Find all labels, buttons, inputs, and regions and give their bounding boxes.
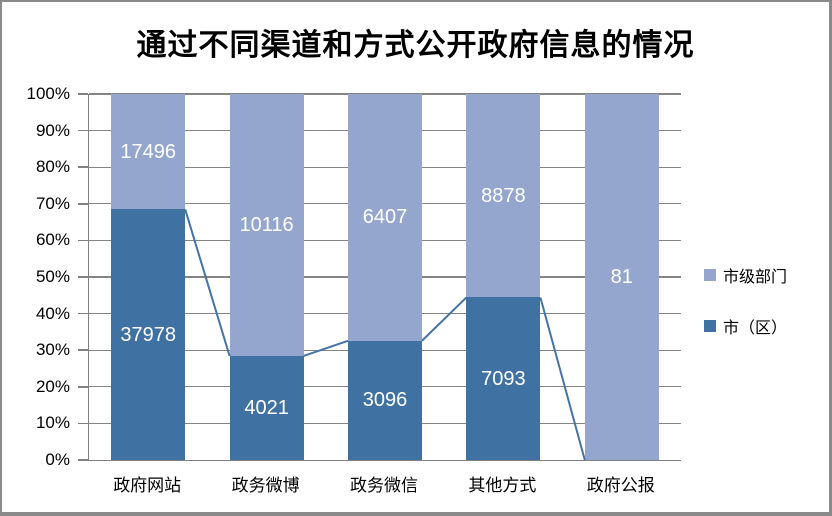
stacked-bar-5: 81: [584, 94, 659, 460]
data-label: 7093: [481, 367, 526, 390]
y-axis-tick-mark: [78, 166, 88, 168]
bar-segment-city-district: 37978: [111, 209, 186, 460]
bar-slot: 81: [563, 94, 681, 460]
bar-segment-city-district: 4021: [229, 355, 304, 460]
bar-segment-city-district: 3096: [347, 340, 422, 460]
bar-segment-municipal-departments: 6407: [347, 94, 422, 341]
category-label: 政府公报: [586, 476, 655, 495]
data-label: 6407: [362, 206, 408, 229]
legend-label: 市（区）: [723, 320, 788, 337]
y-axis-tick-mark: [78, 386, 88, 388]
y-axis-tick-label: 90%: [35, 120, 70, 140]
y-axis-tick-label: 100%: [26, 84, 70, 103]
legend-label: 市级部门: [723, 269, 788, 286]
legend-item-city-district: 市（区）: [704, 314, 787, 338]
category-label: 政务微信: [349, 476, 418, 495]
bar-slot: 10116 4021: [207, 94, 325, 460]
y-axis-tick-label: 70%: [35, 193, 70, 213]
data-label: 10116: [239, 213, 294, 236]
bar-segment-municipal-departments: 8878: [466, 94, 541, 298]
bar-slot: 17496 37978: [89, 94, 207, 460]
bar-slot: 8878 7093: [444, 94, 562, 460]
category-label: 其他方式: [468, 476, 537, 495]
y-axis-tick-mark: [78, 239, 88, 242]
bars-row: 17496 37978 10116 4021 6407 3096 8878 7093 81: [89, 94, 681, 460]
y-axis-tick-label: 10%: [35, 413, 70, 433]
y-axis-tick-label: 60%: [35, 230, 70, 250]
legend-marker-dark-square-icon: [704, 320, 716, 332]
stacked-bar-2: 10116 4021: [229, 94, 304, 460]
y-axis-tick-label: 50%: [35, 267, 70, 286]
y-axis-tick-label: 0%: [45, 450, 70, 469]
y-axis-tick-mark: [78, 312, 88, 315]
bar-slot: 6407 3096: [326, 94, 444, 460]
data-label: 8878: [481, 184, 526, 207]
y-axis-tick-mark: [78, 93, 88, 95]
stacked-bar-1: 17496 37978: [111, 94, 186, 460]
stacked-bar-3: 6407 3096: [347, 94, 422, 460]
bar-segment-municipal-departments: 17496: [111, 94, 186, 210]
y-axis-tick-label: 20%: [35, 376, 70, 396]
y-axis-tick-label: 80%: [35, 157, 70, 177]
plot-area: 17496 37978 10116 4021 6407 3096 8878 7093 81: [88, 93, 681, 461]
stacked-bar-4: 8878 7093: [466, 94, 541, 460]
x-axis: 政府网站 政务微博 政务微信 其他方式 政府公报: [88, 471, 680, 496]
bar-segment-municipal-departments: 10116: [229, 94, 304, 356]
data-label: 81: [610, 266, 633, 288]
y-axis-tick-mark: [78, 203, 88, 205]
y-axis-tick-mark: [78, 459, 88, 461]
data-label: 37978: [120, 323, 176, 346]
bar-segment-municipal-departments: 81: [584, 94, 659, 460]
y-axis-tick-mark: [78, 276, 88, 278]
legend-marker-light-square-icon: [704, 269, 716, 281]
chart-title: 通过不同渠道和方式公开政府信息的情况: [136, 29, 695, 62]
data-label: 3096: [362, 389, 408, 412]
data-label: 4021: [244, 396, 289, 419]
data-label: 17496: [120, 140, 176, 163]
y-axis-tick-mark: [78, 129, 88, 132]
bar-segment-city-district: 7093: [466, 297, 541, 460]
category-label: 政府网站: [113, 476, 182, 495]
legend-item-municipal-departments: 市级部门: [704, 263, 787, 287]
category-label: 政务微博: [231, 476, 300, 495]
y-axis-tick-mark: [78, 422, 88, 425]
legend: 市级部门 市（区）: [704, 263, 787, 338]
y-axis-tick-label: 30%: [35, 340, 70, 360]
y-axis-tick-mark: [78, 349, 88, 351]
y-axis-tick-label: 40%: [35, 303, 70, 323]
